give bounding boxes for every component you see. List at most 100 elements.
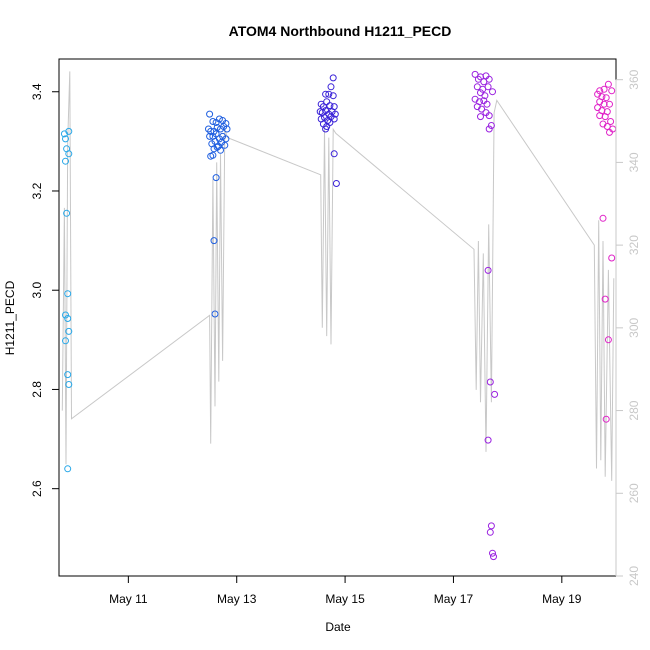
data-point xyxy=(322,125,330,133)
data-point xyxy=(608,87,616,95)
data-point xyxy=(601,295,609,303)
data-point xyxy=(600,100,608,108)
data-point xyxy=(484,266,492,274)
data-point xyxy=(209,151,217,159)
secondary-series-line xyxy=(61,71,615,481)
data-point xyxy=(489,88,496,96)
x-axis-label: Date xyxy=(325,620,351,634)
data-point xyxy=(485,112,493,120)
y-axis-label: H1211_PECD xyxy=(3,280,17,355)
data-point xyxy=(484,83,492,91)
data-point xyxy=(62,311,69,319)
y2-tick-label: 340 xyxy=(627,152,641,172)
data-point xyxy=(62,135,69,143)
data-point xyxy=(606,100,613,108)
data-point xyxy=(330,150,338,158)
data-point xyxy=(477,113,484,121)
data-point xyxy=(210,145,218,153)
data-point xyxy=(317,100,325,108)
data-point xyxy=(209,118,217,125)
data-point xyxy=(65,127,73,135)
data-point xyxy=(486,378,494,386)
data-point xyxy=(596,112,604,120)
data-point xyxy=(487,122,495,129)
y2-axis: 240 260 280 300 320 340 360 xyxy=(615,69,641,586)
data-point xyxy=(64,315,72,322)
data-point xyxy=(599,214,607,222)
y2-tick-label: 280 xyxy=(627,400,641,420)
data-point xyxy=(65,381,73,388)
data-point xyxy=(483,100,491,108)
y2-tick-label: 320 xyxy=(627,235,641,255)
data-point xyxy=(485,125,493,133)
data-point xyxy=(62,337,69,345)
data-point xyxy=(327,83,335,91)
data-point xyxy=(604,336,612,344)
x-tick-label: May 13 xyxy=(217,592,257,606)
data-point xyxy=(330,115,338,123)
y2-tick-label: 360 xyxy=(627,69,641,89)
y2-tick-label: 260 xyxy=(627,483,641,503)
data-point xyxy=(600,85,608,93)
data-point xyxy=(594,104,602,112)
data-point xyxy=(325,90,333,98)
data-point xyxy=(602,415,610,423)
data-point xyxy=(62,157,69,165)
data-point xyxy=(221,141,229,149)
data-point xyxy=(210,237,218,245)
data-point xyxy=(602,94,610,102)
data-point xyxy=(332,180,340,187)
secondary-line-layer xyxy=(61,71,615,481)
data-point xyxy=(596,87,604,95)
data-point xyxy=(607,118,615,125)
data-point xyxy=(478,105,486,113)
chart-title: ATOM4 Northbound H1211_PECD xyxy=(229,23,452,39)
data-point xyxy=(211,137,219,145)
x-tick-label: May 11 xyxy=(109,592,148,606)
plot-box xyxy=(58,58,617,577)
data-point xyxy=(329,74,337,82)
y2-tick-label: 300 xyxy=(627,318,641,338)
data-point xyxy=(326,102,334,110)
data-point xyxy=(484,436,492,444)
x-tick-label: May 17 xyxy=(434,592,474,606)
data-point xyxy=(211,310,219,318)
data-point xyxy=(206,110,214,118)
data-point xyxy=(63,145,71,153)
data-point xyxy=(608,254,616,262)
data-point xyxy=(64,465,72,473)
y-tick-label: 2.8 xyxy=(30,381,44,398)
data-point xyxy=(490,553,497,561)
y-axis: 2.6 2.8 3.0 3.2 3.4 xyxy=(30,83,60,497)
y-tick-label: 3.2 xyxy=(30,182,44,199)
data-point xyxy=(206,132,214,140)
data-point xyxy=(486,528,494,536)
data-point xyxy=(604,80,612,88)
data-point xyxy=(212,174,220,182)
points-layer xyxy=(60,70,617,561)
data-point xyxy=(323,98,331,106)
data-point xyxy=(474,75,482,83)
data-point xyxy=(606,128,613,136)
data-point xyxy=(223,125,231,133)
y-tick-label: 3.4 xyxy=(30,83,44,100)
data-point xyxy=(329,92,337,100)
data-point xyxy=(222,135,230,143)
y-tick-label: 2.6 xyxy=(30,480,44,497)
data-point xyxy=(213,124,221,131)
data-point xyxy=(63,209,71,217)
y-tick-label: 3.0 xyxy=(30,282,44,299)
data-point xyxy=(215,115,223,123)
data-point xyxy=(65,327,73,335)
data-point xyxy=(64,290,72,298)
data-point xyxy=(212,130,220,138)
data-point xyxy=(489,549,496,557)
x-tick-label: May 19 xyxy=(542,592,582,606)
data-point xyxy=(322,90,330,98)
x-axis: May 11 May 13 May 15 May 17 May 19 xyxy=(109,575,582,606)
data-point xyxy=(326,119,334,126)
data-point xyxy=(217,146,224,154)
data-point xyxy=(64,371,72,379)
data-point xyxy=(601,113,609,121)
